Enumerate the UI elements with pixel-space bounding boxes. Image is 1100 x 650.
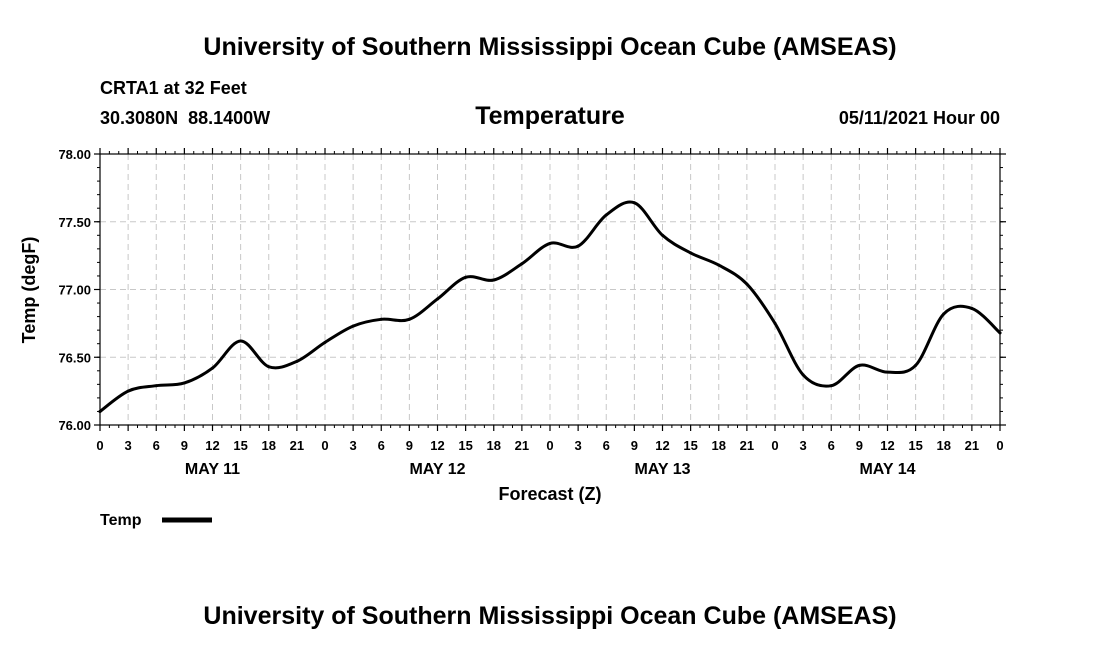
temp-data-point [576, 244, 580, 248]
x-tick-label: 9 [181, 438, 188, 453]
x-axis-label: Forecast (Z) [498, 484, 601, 504]
x-tick-label: 12 [880, 438, 894, 453]
temp-data-point [548, 241, 552, 245]
y-axis-label: Temp (degF) [19, 237, 39, 344]
temp-data-point [632, 201, 636, 205]
legend-label: Temp [100, 512, 142, 529]
x-tick-label: 12 [430, 438, 444, 453]
x-tick-label: 12 [655, 438, 669, 453]
y-tick-label: 77.50 [58, 215, 91, 230]
x-tick-label: 0 [771, 438, 778, 453]
x-tick-label: 15 [908, 438, 922, 453]
temp-data-point [689, 251, 693, 255]
day-label: MAY 13 [634, 461, 690, 478]
axis-ticks [94, 148, 1006, 431]
temp-data-point [857, 363, 861, 367]
x-tick-label: 9 [631, 438, 638, 453]
temp-data-point [970, 306, 974, 310]
temp-data-point [436, 297, 439, 301]
temp-data-point [661, 233, 664, 237]
x-tick-label: 21 [515, 438, 529, 453]
day-label: MAY 11 [185, 461, 240, 478]
x-tick-label: 6 [378, 438, 385, 453]
temp-data-point [407, 317, 411, 321]
x-tick-label: 21 [740, 438, 754, 453]
y-tick-label: 78.00 [58, 147, 91, 162]
temp-data-point [295, 359, 299, 363]
x-tick-label: 0 [96, 438, 103, 453]
x-tick-label: 18 [262, 438, 276, 453]
day-labels: MAY 11 MAY 12 MAY 13 MAY 14 [185, 461, 916, 478]
temp-data-point [492, 278, 496, 282]
temp-data-point [829, 384, 833, 388]
temp-data-point [464, 275, 468, 279]
temp-data-point [267, 365, 271, 369]
temp-data-point [520, 262, 524, 266]
x-tick-label: 0 [546, 438, 553, 453]
x-tick-label: 12 [205, 438, 219, 453]
x-tick-label: 6 [153, 438, 160, 453]
x-tick-label: 0 [321, 438, 328, 453]
x-tick-label: 18 [937, 438, 951, 453]
x-tick-label: 9 [406, 438, 413, 453]
temp-data-point [604, 213, 608, 217]
temp-data-point [998, 331, 1002, 335]
temp-data-point [154, 384, 158, 388]
y-tick-labels: 76.00 76.50 77.00 77.50 78.00 [58, 147, 91, 433]
y-tick-label: 76.00 [58, 418, 91, 433]
grid [100, 154, 1000, 425]
temp-data-point [211, 366, 214, 370]
station-label: CRTA1 at 32 Feet [100, 78, 247, 98]
day-label: MAY 14 [859, 461, 915, 478]
temp-data-point [182, 381, 186, 385]
temp-data-point [351, 324, 355, 328]
y-tick-label: 76.50 [58, 350, 91, 365]
x-tick-label: 3 [350, 438, 357, 453]
x-tick-label: 18 [712, 438, 726, 453]
temp-data-point [239, 339, 243, 343]
x-tick-label: 9 [856, 438, 863, 453]
y-tick-label: 77.00 [58, 283, 91, 298]
forecast-datetime: 05/11/2021 Hour 00 [839, 108, 1000, 128]
x-tick-label: 3 [575, 438, 582, 453]
temp-data-point [801, 373, 805, 377]
x-tick-label: 6 [828, 438, 835, 453]
x-tick-label: 15 [683, 438, 697, 453]
temp-data-point [745, 282, 749, 286]
chart-title: University of Southern Mississippi Ocean… [203, 33, 896, 61]
legend: Temp [100, 512, 212, 529]
x-tick-label: 6 [603, 438, 610, 453]
x-tick-label: 0 [996, 438, 1003, 453]
temp-data-point [717, 263, 721, 267]
temp-data-point [126, 389, 130, 393]
day-label: MAY 12 [409, 461, 465, 478]
temp-data-point [323, 340, 327, 344]
temp-data-point [773, 321, 777, 325]
variable-title: Temperature [475, 102, 625, 130]
temp-data-point [379, 317, 383, 321]
x-tick-label: 3 [800, 438, 807, 453]
temp-data-points [98, 201, 1002, 413]
temp-data-point [942, 312, 946, 316]
footer-title: University of Southern Mississippi Ocean… [203, 602, 896, 630]
x-tick-label: 21 [290, 438, 304, 453]
x-tick-label: 21 [965, 438, 979, 453]
x-tick-label: 15 [233, 438, 247, 453]
temp-data-point [98, 409, 102, 413]
x-tick-label: 18 [487, 438, 501, 453]
x-tick-labels: 0 3 6 9 12 15 18 21 0 3 6 9 12 15 18 21 0 3 6 9 12 15 18 21 0 3 6 9… [96, 438, 1003, 453]
x-tick-label: 3 [125, 438, 132, 453]
temp-data-point [886, 370, 889, 374]
x-tick-label: 15 [458, 438, 472, 453]
temp-data-point [914, 363, 918, 367]
coordinates-label: 30.3080N 88.1400W [100, 108, 270, 128]
